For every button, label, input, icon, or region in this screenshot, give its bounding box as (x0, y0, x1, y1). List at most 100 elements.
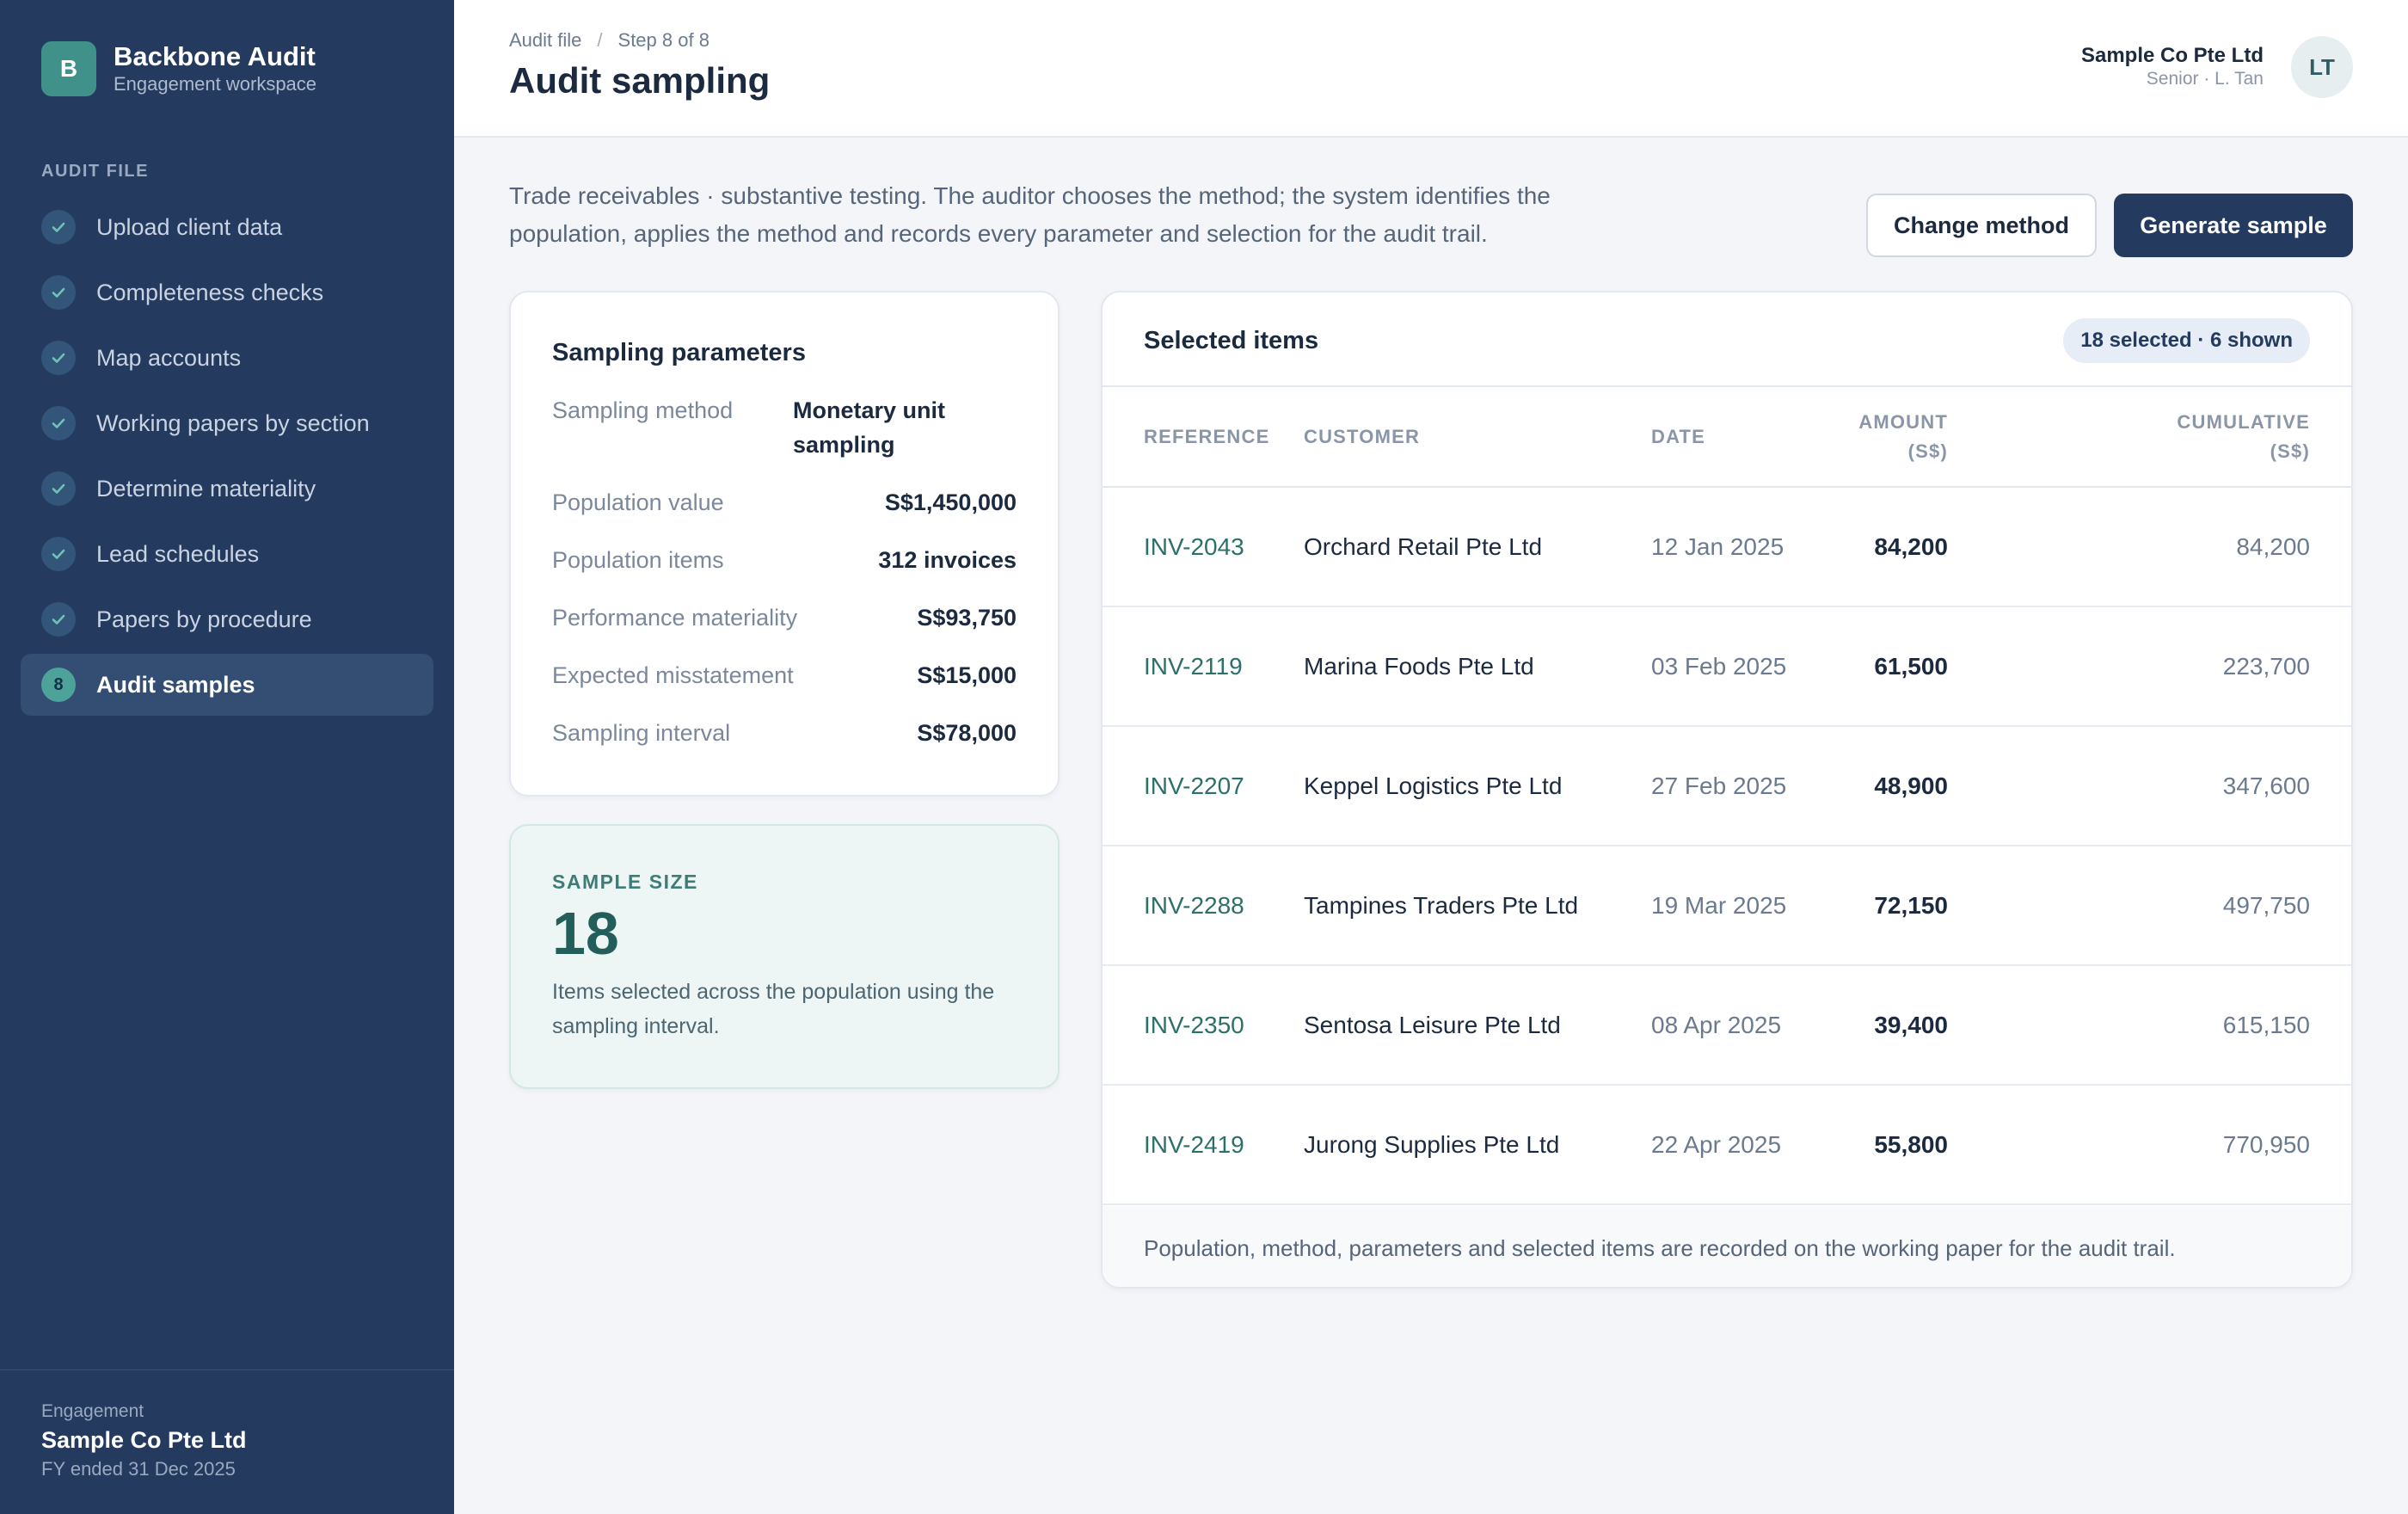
cumulative-cell: 84,200 (1948, 487, 2351, 607)
sidebar-item-papers-by-procedure[interactable]: Papers by procedure (21, 588, 433, 650)
param-row-population-value: Population value S$1,450,000 (552, 485, 1017, 520)
card-title: Selected items (1144, 327, 1319, 354)
breadcrumb-separator: / (597, 29, 603, 51)
param-value: S$78,000 (917, 720, 1017, 746)
check-icon (41, 537, 76, 571)
param-label: Expected misstatement (552, 662, 794, 688)
date-cell: 27 Feb 2025 (1651, 726, 1802, 846)
engagement-period: FY ended 31 Dec 2025 (41, 1458, 236, 1480)
table-header-row: REFERENCE CUSTOMER DATE AMOUNT (S$) CUMUL… (1103, 387, 2351, 488)
change-method-button[interactable]: Change method (1866, 194, 2097, 257)
audit-trail-note: Population, method, parameters and selec… (1103, 1206, 2351, 1287)
column-header-cumulative[interactable]: CUMULATIVE (S$) (1948, 387, 2351, 488)
cumulative-cell: 497,750 (1948, 846, 2351, 966)
amount-cell: 55,800 (1802, 1085, 1948, 1205)
sidebar-item-working-papers-by-section[interactable]: Working papers by section (21, 392, 433, 454)
table-row[interactable]: INV-2119 Marina Foods Pte Ltd 03 Feb 202… (1103, 606, 2351, 727)
reference-link[interactable]: INV-2043 (1103, 487, 1304, 607)
brand-logo: B (41, 41, 96, 96)
user-menu[interactable]: Sample Co Pte Ltd Senior · L. Tan LT (2081, 36, 2353, 98)
reference-link[interactable]: INV-2350 (1103, 965, 1304, 1086)
sidebar-item-label: Upload client data (96, 213, 283, 240)
brand-name: Backbone Audit (114, 41, 316, 71)
date-cell: 08 Apr 2025 (1651, 965, 1802, 1086)
table-row[interactable]: INV-2419 Jurong Supplies Pte Ltd 22 Apr … (1103, 1085, 2351, 1205)
card-title: Sampling parameters (552, 339, 806, 366)
customer-cell: Sentosa Leisure Pte Ltd (1304, 965, 1651, 1086)
sample-size-card: SAMPLE SIZE 18 Items selected across the… (509, 824, 1060, 1089)
customer-cell: Keppel Logistics Pte Ltd (1304, 726, 1651, 846)
user-role: Senior · L. Tan (2146, 69, 2264, 89)
table-row[interactable]: INV-2350 Sentosa Leisure Pte Ltd 08 Apr … (1103, 965, 2351, 1086)
reference-link[interactable]: INV-2207 (1103, 726, 1304, 846)
sidebar-item-label: Audit samples (96, 671, 255, 698)
column-header-customer[interactable]: CUSTOMER (1304, 387, 1651, 488)
reference-link[interactable]: INV-2288 (1103, 846, 1304, 966)
table-row[interactable]: INV-2207 Keppel Logistics Pte Ltd 27 Feb… (1103, 726, 2351, 846)
sidebar-item-lead-schedules[interactable]: Lead schedules (21, 523, 433, 585)
sidebar-item-map-accounts[interactable]: Map accounts (21, 327, 433, 389)
sidebar-item-label: Determine materiality (96, 475, 316, 502)
selected-items-card: Selected items 18 selected · 6 shown REF… (1101, 291, 2353, 1289)
selection-count-badge: 18 selected · 6 shown (2063, 318, 2310, 363)
date-cell: 12 Jan 2025 (1651, 487, 1802, 607)
amount-cell: 61,500 (1802, 606, 1948, 727)
generate-sample-button[interactable]: Generate sample (2114, 194, 2353, 257)
brand[interactable]: B Backbone Audit Engagement workspace (41, 41, 316, 96)
sidebar-item-label: Completeness checks (96, 279, 324, 305)
customer-cell: Jurong Supplies Pte Ltd (1304, 1085, 1651, 1205)
param-label: Sampling interval (552, 720, 731, 746)
sidebar-item-completeness-checks[interactable]: Completeness checks (21, 262, 433, 323)
avatar[interactable]: LT (2291, 36, 2353, 98)
check-icon (41, 471, 76, 506)
sidebar-item-label: Lead schedules (96, 540, 260, 567)
check-icon (41, 275, 76, 310)
check-icon (41, 341, 76, 375)
param-value: S$15,000 (917, 662, 1017, 688)
param-row-population-items: Population items 312 invoices (552, 543, 1017, 577)
cumulative-cell: 223,700 (1948, 606, 2351, 727)
cumulative-cell: 615,150 (1948, 965, 2351, 1086)
sampling-parameters-card: Sampling parameters Sampling method Mone… (509, 291, 1060, 797)
column-header-date[interactable]: DATE (1651, 387, 1802, 488)
sidebar-nav: Upload client data Completeness checks M… (21, 196, 433, 719)
column-header-reference[interactable]: REFERENCE (1103, 387, 1304, 488)
sidebar: B Backbone Audit Engagement workspace AU… (0, 0, 454, 1514)
breadcrumb-parent[interactable]: Audit file (509, 29, 582, 51)
column-header-amount[interactable]: AMOUNT (S$) (1802, 387, 1948, 488)
breadcrumb: Audit file / Step 8 of 8 (509, 29, 710, 52)
brand-subtitle: Engagement workspace (114, 73, 317, 95)
cumulative-cell: 347,600 (1948, 726, 2351, 846)
param-label: Performance materiality (552, 605, 798, 631)
engagement-label: Engagement (41, 1401, 144, 1421)
selected-items-table: REFERENCE CUSTOMER DATE AMOUNT (S$) CUMUL… (1103, 387, 2351, 1205)
param-row-method: Sampling method Monetary unit sampling (552, 393, 1017, 462)
param-value: S$93,750 (917, 605, 1017, 631)
param-value: S$1,450,000 (884, 489, 1017, 515)
reference-link[interactable]: INV-2119 (1103, 606, 1304, 727)
param-label: Population value (552, 489, 724, 515)
amount-cell: 84,200 (1802, 487, 1948, 607)
cumulative-cell: 770,950 (1948, 1085, 2351, 1205)
param-label: Population items (552, 547, 724, 573)
sample-size-description: Items selected across the population usi… (552, 980, 995, 1038)
reference-link[interactable]: INV-2419 (1103, 1085, 1304, 1205)
engagement-name: Sample Co Pte Ltd (41, 1427, 247, 1453)
sample-size-label: SAMPLE SIZE (552, 871, 698, 893)
param-row-performance-materiality: Performance materiality S$93,750 (552, 600, 1017, 635)
step-number-badge: 8 (41, 668, 76, 702)
sidebar-item-determine-materiality[interactable]: Determine materiality (21, 458, 433, 520)
check-icon (41, 210, 76, 244)
description-line-2: population, applies the method and recor… (509, 220, 1488, 247)
table-row[interactable]: INV-2288 Tampines Traders Pte Ltd 19 Mar… (1103, 846, 2351, 966)
customer-cell: Tampines Traders Pte Ltd (1304, 846, 1651, 966)
param-value: Monetary unit sampling (793, 397, 946, 458)
sidebar-item-upload-client-data[interactable]: Upload client data (21, 196, 433, 258)
date-cell: 19 Mar 2025 (1651, 846, 1802, 966)
table-row[interactable]: INV-2043 Orchard Retail Pte Ltd 12 Jan 2… (1103, 487, 2351, 607)
page-title: Audit sampling (509, 60, 771, 101)
nav-section-label: AUDIT FILE (41, 162, 149, 181)
sidebar-item-label: Papers by procedure (96, 606, 312, 632)
sidebar-item-audit-samples[interactable]: 8 Audit samples (21, 654, 433, 716)
engagement-info: Engagement Sample Co Pte Ltd FY ended 31… (0, 1369, 454, 1514)
